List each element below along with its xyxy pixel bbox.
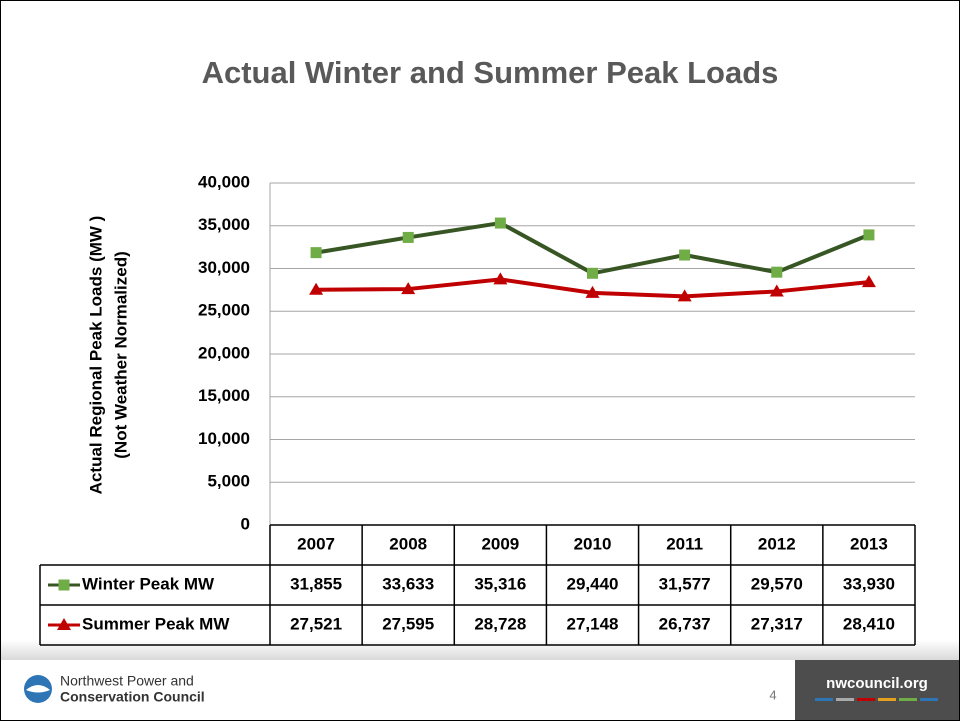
table-value: 29,440 [567,574,619,593]
marker [861,275,876,288]
table-value: 27,148 [567,614,619,633]
table-value: 31,577 [659,574,711,593]
logo-text: Northwest Power and [60,673,194,689]
table-value: 35,316 [474,574,526,593]
chart-title: Actual Winter and Summer Peak Loads [202,55,779,90]
x-tick-label: 2012 [758,534,796,553]
page-number: 4 [769,687,776,702]
table-value: 31,855 [290,574,342,593]
y-tick-label: 15,000 [198,386,250,405]
table-value: 26,737 [659,614,711,633]
x-tick-label: 2009 [481,534,519,553]
marker [679,249,691,261]
marker [309,282,324,295]
website-box [795,660,960,721]
x-tick-label: 2007 [297,534,335,553]
y-tick-label: 30,000 [198,258,250,277]
table-value: 28,410 [843,614,895,633]
y-tick-label: 5,000 [207,472,250,491]
marker [587,267,598,279]
table-value: 28,728 [474,614,526,633]
table-value: 27,317 [751,614,803,633]
y-tick-label: 25,000 [198,301,250,320]
legend-label: Winter Peak MW [82,574,215,593]
marker [769,284,784,297]
y-axis-label: (Not Weather Normalized) [111,251,130,459]
footer-shade [0,640,960,660]
marker [401,282,416,295]
y-tick-label: 20,000 [198,343,250,362]
x-tick-label: 2008 [389,534,427,553]
table-value: 29,570 [751,574,803,593]
legend-marker [57,618,71,630]
marker [494,217,506,229]
x-tick-label: 2010 [574,534,612,553]
y-axis-label: Actual Regional Peak Loads (MW ) [86,216,105,495]
logo [24,675,52,703]
marker [310,247,322,259]
legend-label: Summer Peak MW [82,614,230,633]
y-tick-label: 35,000 [198,215,250,234]
website-stripes [815,698,938,701]
x-tick-label: 2011 [666,534,703,553]
x-tick-label: 2013 [850,534,888,553]
logo-text: Conservation Council [60,689,205,705]
marker [493,272,508,285]
table-value: 27,521 [290,614,342,633]
y-tick-label: 40,000 [198,172,250,191]
marker [771,266,783,278]
table-value: 33,930 [843,574,895,593]
y-tick-label: 0 [241,514,250,533]
table-value: 33,633 [382,574,434,593]
marker [863,229,875,241]
marker [677,289,692,302]
website: nwcouncil.org [826,675,928,692]
legend-marker [58,579,70,591]
table-value: 27,595 [382,614,434,633]
marker [402,231,414,243]
y-tick-label: 10,000 [198,429,250,448]
marker [585,285,600,298]
